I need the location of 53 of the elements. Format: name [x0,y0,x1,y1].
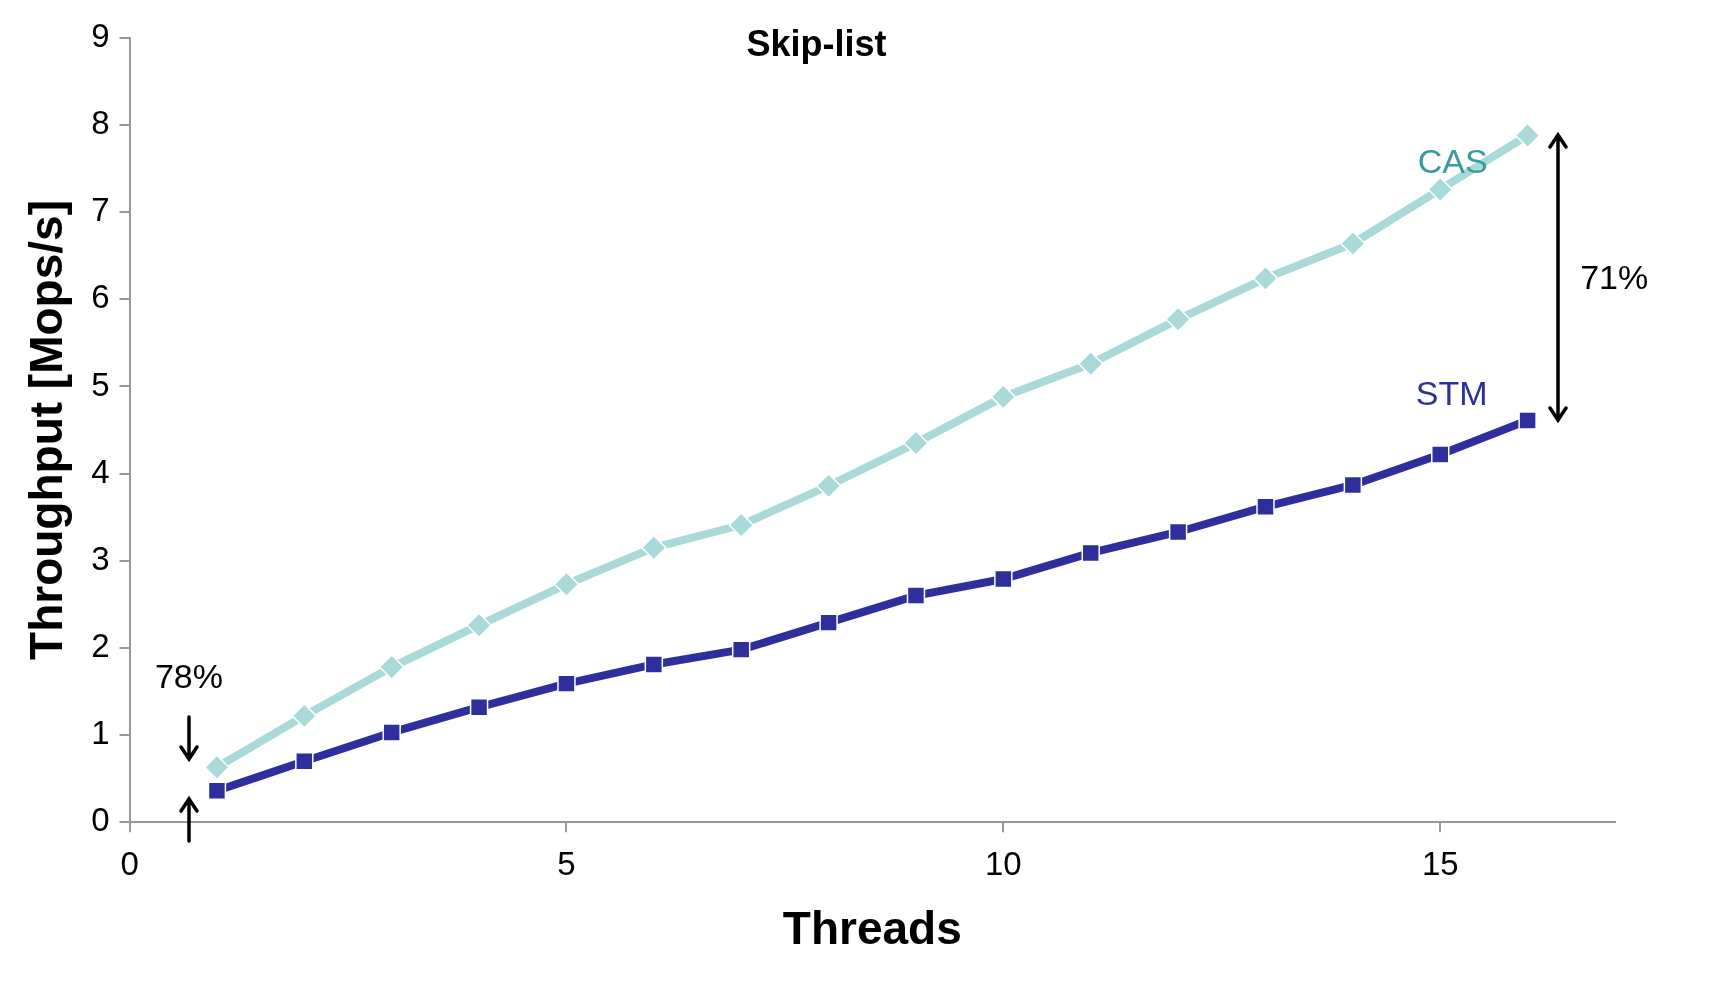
point [553,571,580,598]
y-tick-label: 4 [91,452,110,490]
y-tick-label: 2 [91,626,110,664]
x-tick-label: 0 [120,845,139,883]
y-axis-title: Throughput [Mops/s] [20,200,73,660]
y-tick-label: 1 [91,714,110,752]
y-tick-label: 0 [91,801,110,839]
point [994,569,1013,589]
point [382,723,401,742]
point [1252,265,1279,292]
y-tick-label: 6 [91,278,110,316]
point [466,612,492,638]
point [469,697,489,717]
y-tick-label: 5 [91,365,110,403]
point [815,473,842,499]
y-tick-label: 9 [91,16,110,54]
point [1168,522,1188,542]
chart-title: Skip-list [746,23,887,65]
y-tick-label: 3 [91,539,110,577]
series-label: CAS [1417,141,1488,180]
point [291,703,318,729]
point [819,613,838,632]
point [1340,230,1366,257]
x-tick-label: 15 [1421,845,1459,883]
y-tick-label: 7 [91,191,110,229]
x-tick-label: 10 [984,845,1022,883]
point [731,640,751,659]
point [1343,475,1363,495]
x-tick-label: 5 [557,845,576,883]
point [644,655,664,674]
point [207,781,227,801]
point [1427,176,1453,203]
point [641,534,667,561]
point [1256,497,1275,516]
point [1081,543,1100,563]
point [378,654,405,680]
point [1514,122,1541,149]
series-label: STM [1415,373,1488,412]
point [1431,445,1450,464]
point [557,674,576,693]
point [1165,306,1191,333]
point [1518,411,1537,430]
y-tick-label: 8 [91,104,110,142]
annotation: 78% [154,657,223,697]
point [728,512,754,538]
point [295,751,314,771]
point [1077,351,1104,377]
point [906,586,926,605]
point [903,430,929,456]
x-axis-title: Threads [782,902,962,955]
annotation: 71% [1580,257,1649,297]
point [990,384,1017,410]
point [204,754,230,781]
